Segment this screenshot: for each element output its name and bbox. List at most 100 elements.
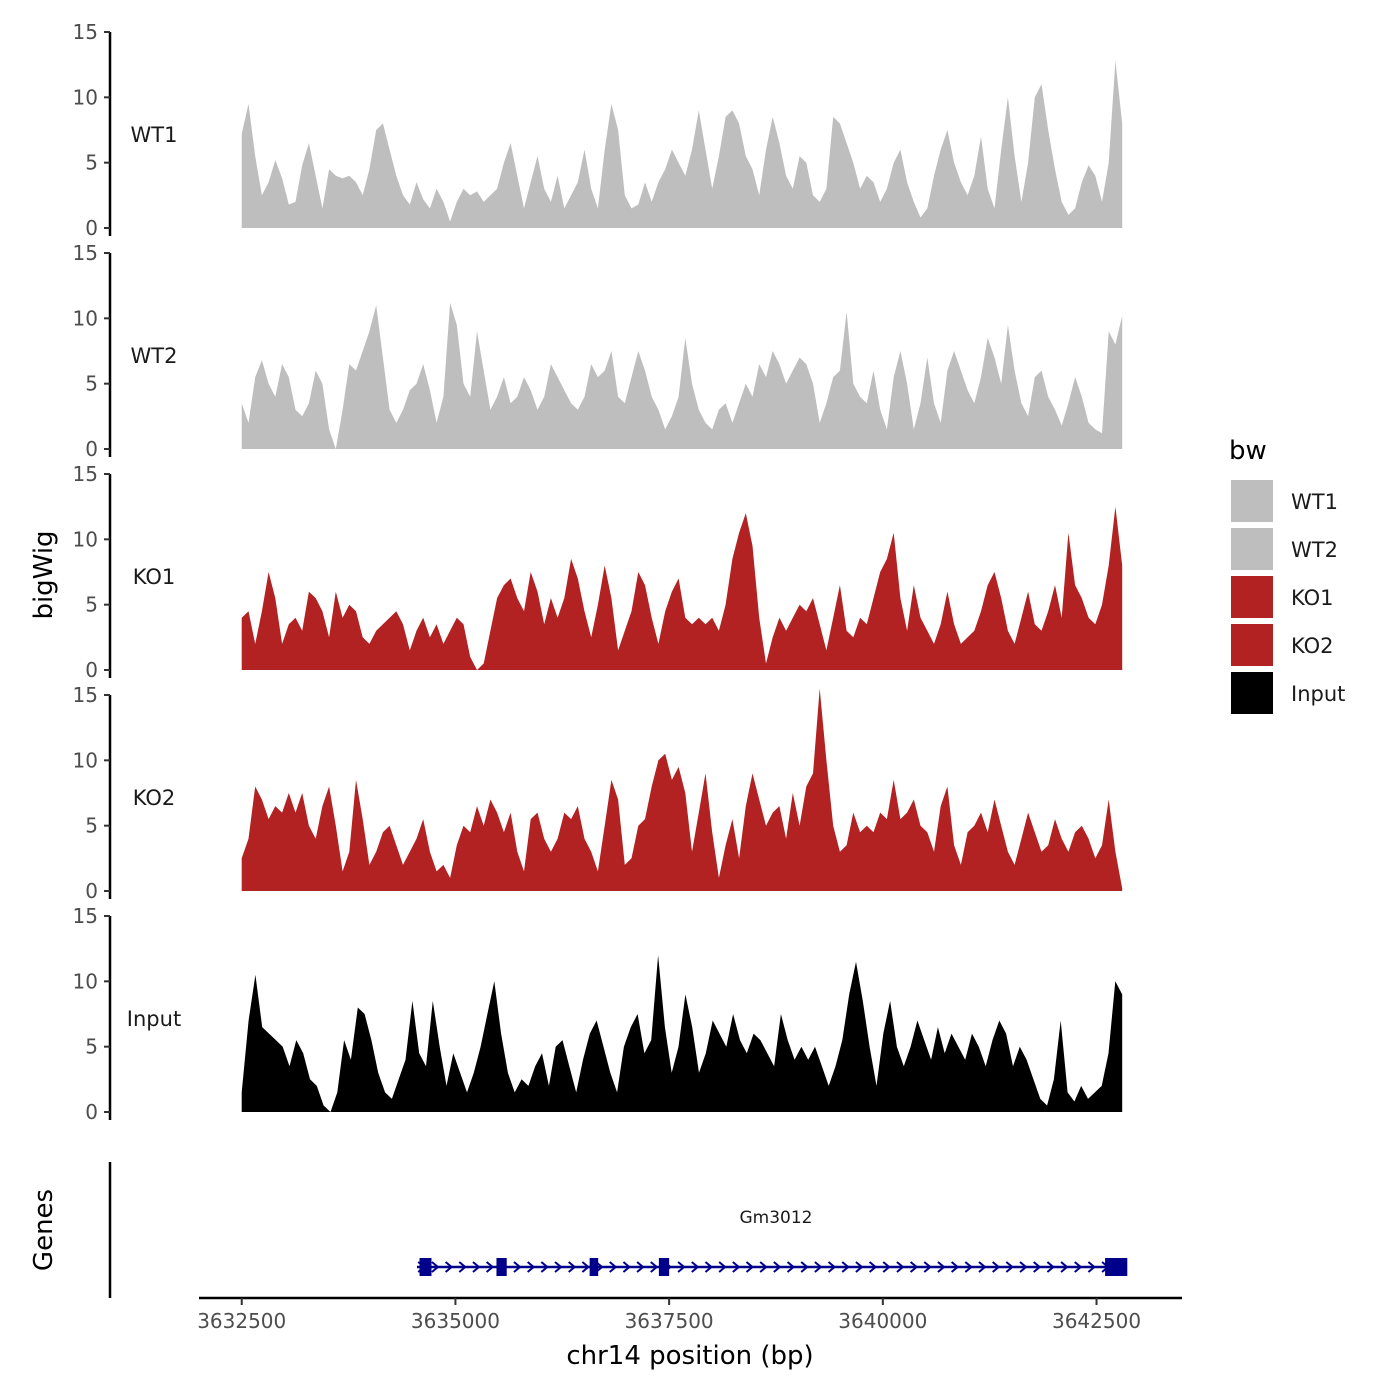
- track-label: Input: [127, 1007, 181, 1031]
- strand-arrow: [704, 1261, 714, 1273]
- strand-arrow: [1033, 1261, 1042, 1273]
- track-input: 0 5 10 15 Input: [73, 904, 1123, 1124]
- strand-arrow: [650, 1261, 659, 1273]
- track-wt2: 0 5 10 15 WT2: [73, 241, 1123, 461]
- bigwig-tracks: 0 5 10 15 WT1 0 5 10 15 WT2 0 5 10 15 KO1 0 5 10 15 KO2 0 5 10…: [73, 20, 1123, 1124]
- strand-arrow: [540, 1261, 549, 1273]
- y-tick-label: 15: [73, 683, 98, 707]
- y-tick-label: 10: [73, 748, 98, 772]
- signal-area-input: [241, 955, 1123, 1112]
- strand-arrow: [882, 1261, 891, 1273]
- strand-arrow: [444, 1261, 454, 1273]
- x-axis-ticks: 3632500 3635000 3637500 3640000 3642500: [197, 1298, 1141, 1333]
- legend-entry-wt1: WT1: [1229, 478, 1338, 524]
- y-tick-label: 0: [85, 216, 98, 240]
- y-tick-label: 0: [85, 879, 98, 903]
- genes-track-label: Genes: [29, 1189, 59, 1271]
- strand-arrow: [609, 1261, 618, 1273]
- y-tick-label: 0: [85, 437, 98, 461]
- strand-arrow: [950, 1261, 960, 1273]
- y-tick-label: 5: [85, 372, 98, 396]
- legend-label: KO2: [1291, 634, 1334, 658]
- strand-arrow: [636, 1261, 645, 1273]
- signal-area-wt1: [241, 60, 1123, 229]
- strand-arrow: [759, 1261, 768, 1273]
- gene-exon: [419, 1258, 432, 1276]
- legend-label: WT1: [1291, 490, 1338, 514]
- strand-arrow: [718, 1261, 727, 1273]
- legend-entry-ko2: KO2: [1229, 622, 1334, 668]
- strand-arrow: [800, 1261, 809, 1273]
- strand-arrow: [978, 1261, 987, 1273]
- y-tick-label: 10: [73, 969, 98, 993]
- legend: bw WT1 WT2 KO1 KO2 Input: [1229, 436, 1345, 716]
- gene-name-label: Gm3012: [740, 1208, 813, 1228]
- strand-arrow: [527, 1261, 536, 1273]
- legend-swatch: [1229, 526, 1275, 572]
- strand-arrow: [923, 1261, 932, 1273]
- strand-arrow: [745, 1261, 755, 1273]
- strand-arrow: [472, 1261, 481, 1273]
- legend-entries: WT1 WT2 KO1 KO2 Input: [1229, 478, 1345, 716]
- y-tick-label: 10: [73, 527, 98, 551]
- strand-arrow: [513, 1261, 522, 1273]
- track-label: KO2: [133, 786, 176, 810]
- strand-arrow: [1019, 1261, 1028, 1273]
- genes-track: Genes Gm3012: [29, 1162, 1128, 1298]
- legend-label: WT2: [1291, 538, 1338, 562]
- strand-arrow: [841, 1261, 850, 1273]
- strand-arrow: [814, 1261, 823, 1273]
- strand-arrow: [937, 1261, 946, 1273]
- x-tick-label: 3635000: [411, 1309, 500, 1333]
- x-axis-title: chr14 position (bp): [566, 1341, 813, 1371]
- strand-arrow: [554, 1261, 563, 1273]
- signal-area-ko1: [241, 506, 1123, 670]
- track-label: WT2: [131, 344, 178, 368]
- strand-arrow: [485, 1261, 495, 1273]
- legend-swatch: [1229, 574, 1275, 620]
- strand-arrow: [909, 1261, 919, 1273]
- strand-arrow: [1060, 1261, 1069, 1273]
- strand-arrow: [855, 1261, 864, 1273]
- strand-arrow: [581, 1261, 590, 1273]
- legend-entry-ko1: KO1: [1229, 574, 1334, 620]
- strand-arrow: [1005, 1261, 1014, 1273]
- legend-swatch: [1229, 478, 1275, 524]
- legend-label: Input: [1291, 682, 1345, 706]
- legend-entry-wt2: WT2: [1229, 526, 1338, 572]
- legend-swatch: [1229, 670, 1275, 716]
- y-tick-label: 0: [85, 1100, 98, 1124]
- legend-entry-input: Input: [1229, 670, 1345, 716]
- legend-swatch: [1229, 622, 1275, 668]
- y-axis-title: bigWig: [29, 530, 59, 619]
- gene-exon: [1105, 1258, 1128, 1276]
- y-tick-label: 10: [73, 306, 98, 330]
- signal-area-ko2: [241, 688, 1123, 891]
- strand-arrow: [677, 1261, 686, 1273]
- gene-model: [416, 1258, 1128, 1276]
- y-tick-label: 15: [73, 904, 98, 928]
- x-axis: 3632500 3635000 3637500 3640000 3642500 chr1…: [197, 1296, 1182, 1371]
- strand-arrow: [1046, 1261, 1055, 1273]
- track-label: WT1: [131, 123, 178, 147]
- y-tick-label: 15: [73, 241, 98, 265]
- signal-area-wt2: [241, 302, 1123, 449]
- strand-arrow: [896, 1261, 905, 1273]
- strand-arrow: [458, 1261, 467, 1273]
- x-tick-label: 3640000: [838, 1309, 927, 1333]
- gene-exon: [658, 1258, 670, 1276]
- strand-arrow: [1087, 1261, 1096, 1273]
- track-ko1: 0 5 10 15 KO1: [73, 462, 1123, 682]
- strand-arrow: [732, 1261, 741, 1273]
- track-ko2: 0 5 10 15 KO2: [73, 683, 1123, 903]
- strand-arrow: [868, 1261, 878, 1273]
- strand-arrow: [773, 1261, 782, 1273]
- y-tick-label: 5: [85, 151, 98, 175]
- x-tick-label: 3632500: [197, 1309, 286, 1333]
- legend-label: KO1: [1291, 586, 1334, 610]
- track-wt1: 0 5 10 15 WT1: [73, 20, 1123, 240]
- y-tick-label: 15: [73, 462, 98, 486]
- x-tick-label: 3637500: [625, 1309, 714, 1333]
